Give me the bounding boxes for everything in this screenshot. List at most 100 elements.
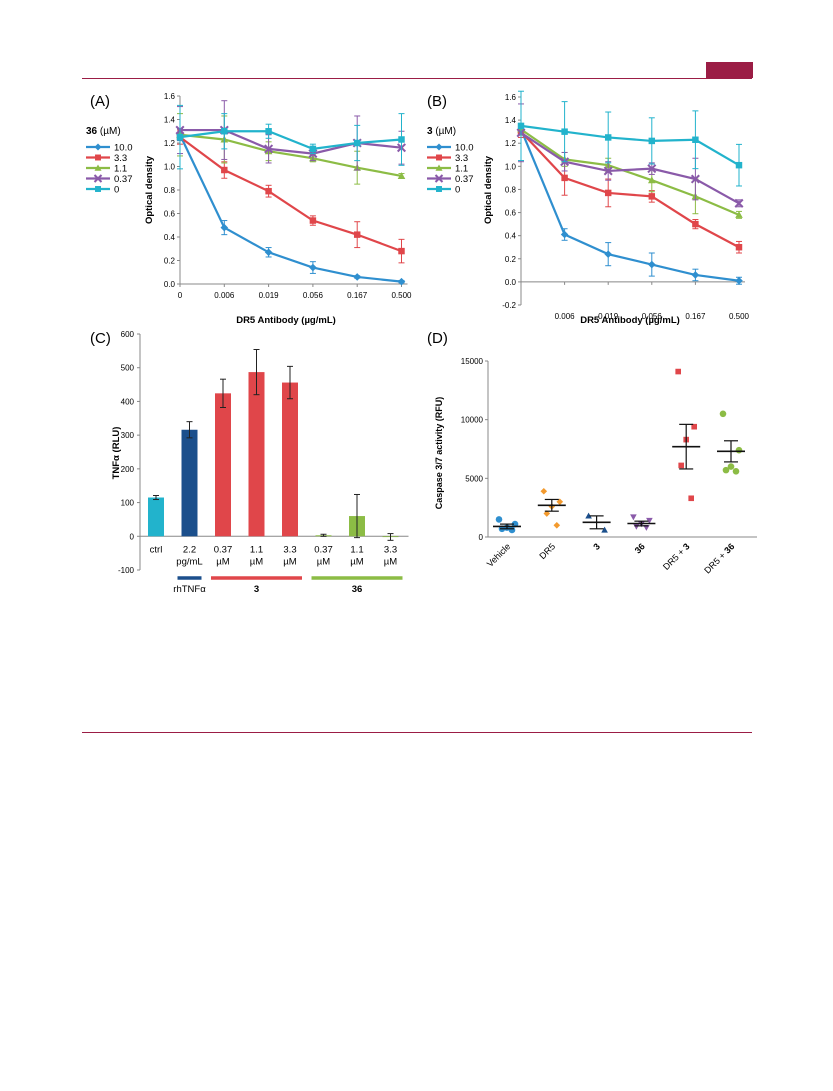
legend-label: 10.0 bbox=[455, 143, 474, 154]
y-tick-label: 500 bbox=[121, 364, 135, 373]
x-tick-label: 0.006 bbox=[555, 312, 576, 321]
y-tick-label: 1.4 bbox=[505, 116, 517, 125]
series-line bbox=[179, 130, 402, 151]
panel-b-legend: 10.03.31.10.370 bbox=[427, 143, 474, 196]
panel-b-legend-title-unit: (µM) bbox=[433, 126, 457, 137]
legend-item-0: 0 bbox=[86, 185, 119, 196]
legend-item-3.3: 3.3 bbox=[427, 153, 468, 164]
legend-label: 1.1 bbox=[455, 164, 468, 175]
scatter-group bbox=[537, 487, 566, 529]
data-point bbox=[735, 276, 743, 285]
y-tick-label: 200 bbox=[121, 465, 135, 474]
group-label: rhTNFα bbox=[173, 584, 206, 595]
data-point bbox=[556, 498, 564, 506]
legend-item-0: 0 bbox=[427, 185, 460, 196]
data-point bbox=[719, 410, 727, 418]
panel-c-y-axis-title: TNFα (RLU) bbox=[111, 427, 122, 480]
series-0 bbox=[176, 104, 405, 170]
data-point bbox=[265, 128, 272, 135]
data-point bbox=[220, 223, 229, 232]
y-tick-label: 0.2 bbox=[164, 257, 176, 266]
x-tick-label: 0.37 bbox=[214, 544, 233, 555]
panel-d-label: (D) bbox=[427, 330, 448, 347]
x-tick-label: 2.2 bbox=[183, 544, 196, 555]
scatter-group bbox=[493, 516, 521, 534]
data-point bbox=[722, 466, 730, 474]
legend-marker bbox=[94, 143, 102, 151]
data-point bbox=[309, 217, 317, 224]
x-tick-label-part: Vehicle bbox=[485, 541, 513, 569]
x-tick-label: 0.019 bbox=[598, 312, 619, 321]
x-tick-label: 0.167 bbox=[347, 291, 368, 300]
bar bbox=[215, 393, 231, 537]
data-point bbox=[735, 161, 743, 169]
y-tick-label: 1.2 bbox=[164, 139, 176, 148]
y-tick-label: 1.6 bbox=[505, 93, 517, 102]
panel-a-legend-title: 36 (µM) bbox=[86, 126, 121, 137]
legend-marker bbox=[94, 164, 102, 171]
x-tick-label: 3.3 bbox=[384, 544, 397, 555]
y-tick-label: 1.0 bbox=[164, 163, 176, 172]
legend-marker bbox=[435, 164, 443, 171]
data-point bbox=[309, 145, 317, 153]
legend-item-0.37: 0.37 bbox=[427, 174, 474, 185]
panel-a-x-axis-title: DR5 Antibody (µg/mL) bbox=[236, 315, 336, 326]
legend-marker bbox=[436, 154, 442, 161]
data-point bbox=[309, 263, 317, 272]
series-line bbox=[520, 131, 740, 205]
series-line bbox=[520, 130, 740, 249]
scatter-group bbox=[672, 368, 701, 502]
legend-item-10.0: 10.0 bbox=[427, 143, 474, 154]
x-tick-label-part: 3 bbox=[681, 541, 692, 552]
data-point bbox=[397, 277, 406, 286]
y-tick-label: 0.4 bbox=[505, 232, 517, 241]
data-point bbox=[601, 526, 608, 533]
bar bbox=[181, 429, 198, 537]
data-point bbox=[397, 172, 406, 179]
series-line bbox=[519, 128, 740, 282]
x-tick-label: 1.1 bbox=[250, 544, 263, 555]
x-tick-label: 0.167 bbox=[685, 312, 706, 321]
x-tick-label-unit: µM bbox=[350, 556, 363, 567]
y-tick-label: 0.6 bbox=[505, 209, 517, 218]
y-tick-label: -0.2 bbox=[502, 301, 516, 310]
legend-label: 3.3 bbox=[455, 153, 468, 164]
x-tick-label: Vehicle bbox=[485, 541, 513, 569]
legend-label: 0.37 bbox=[114, 174, 133, 185]
data-point bbox=[727, 463, 735, 470]
data-point bbox=[264, 144, 274, 154]
panel-d: (D) Caspase 3/7 activity (RFU) 0 5000 1000… bbox=[427, 330, 757, 575]
data-point bbox=[561, 174, 568, 182]
panel-a-label: (A) bbox=[90, 93, 110, 110]
x-tick-label: DR5 + 3 bbox=[661, 541, 692, 572]
data-point bbox=[353, 139, 361, 147]
x-tick-label-part: 3 bbox=[591, 541, 602, 552]
data-point-stroke-b bbox=[647, 164, 657, 174]
data-point bbox=[735, 243, 743, 251]
data-point bbox=[585, 512, 592, 519]
data-point bbox=[221, 166, 228, 174]
legend-marker bbox=[435, 143, 443, 151]
panel-a-legend-title-compound: 36 bbox=[86, 126, 98, 137]
legend-label: 1.1 bbox=[114, 164, 127, 175]
data-point bbox=[691, 423, 698, 430]
data-point bbox=[647, 164, 657, 174]
data-point bbox=[353, 231, 361, 238]
data-point bbox=[265, 187, 272, 195]
x-tick-label-unit: pg/mL bbox=[176, 556, 202, 567]
data-point bbox=[604, 134, 612, 141]
legend-item-0.37: 0.37 bbox=[86, 174, 133, 185]
data-point bbox=[692, 220, 699, 228]
x-tick-label: 3 bbox=[591, 541, 602, 552]
data-point bbox=[264, 248, 273, 257]
series-line bbox=[179, 134, 402, 283]
data-point-stroke-b bbox=[603, 166, 613, 176]
data-point bbox=[648, 193, 656, 200]
data-point bbox=[648, 176, 656, 184]
y-tick-label: 1.4 bbox=[164, 116, 176, 125]
y-tick-label: 5000 bbox=[465, 474, 483, 483]
data-point bbox=[561, 128, 568, 135]
data-point bbox=[734, 198, 744, 208]
